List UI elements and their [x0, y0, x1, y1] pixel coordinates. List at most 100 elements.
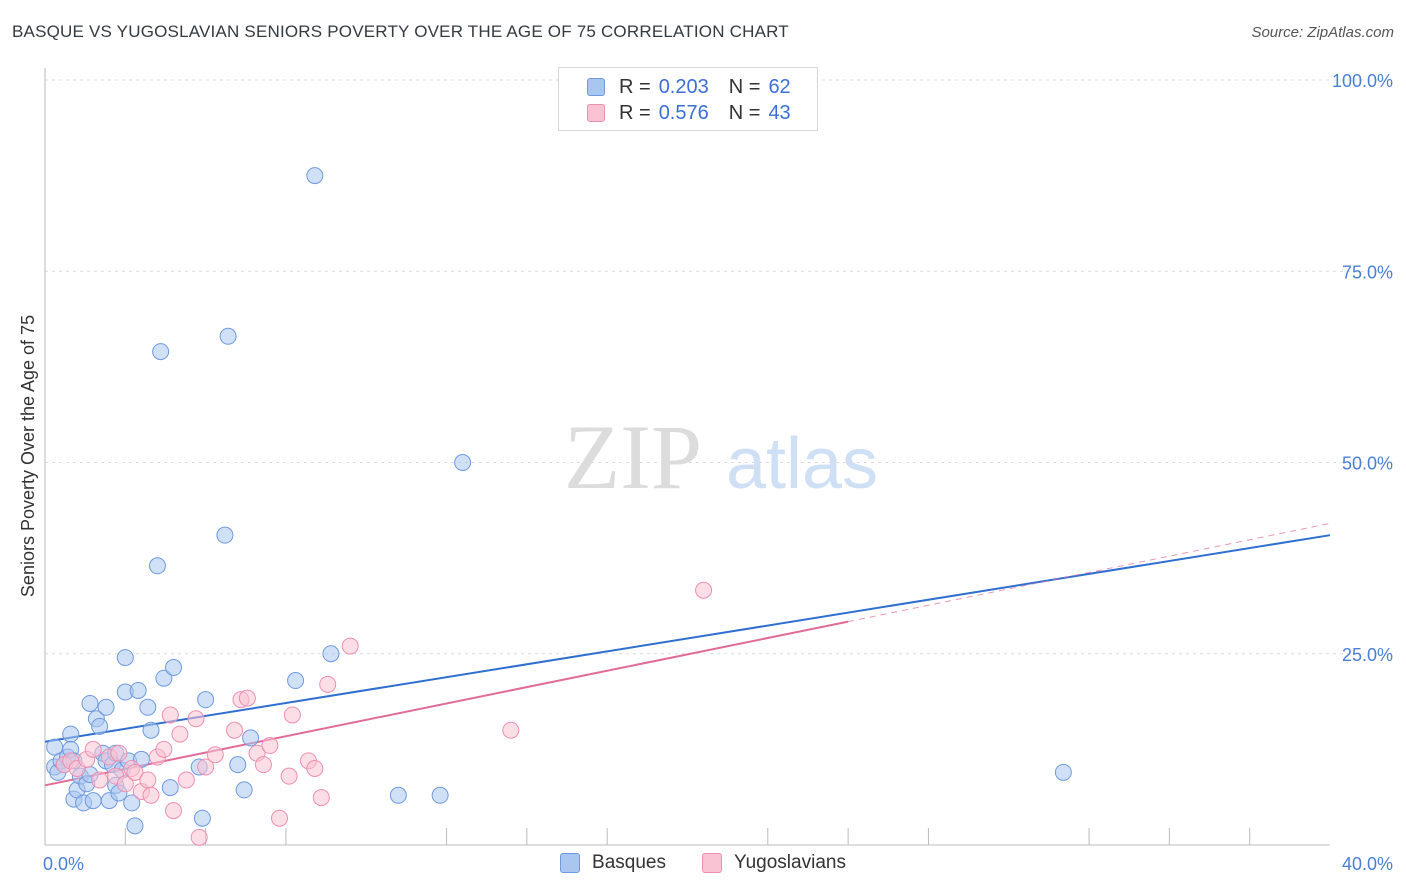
- basques-point: [62, 725, 80, 743]
- axes: [44, 68, 1330, 846]
- yugoslavians-point: [177, 771, 195, 789]
- n-label: N =: [728, 101, 761, 124]
- basques-trend-line: [44, 534, 1331, 743]
- y-tick-label: 100.0%: [1332, 71, 1393, 91]
- basques-point: [287, 672, 305, 690]
- basques-point: [142, 721, 160, 739]
- basques-point: [155, 669, 173, 687]
- basques-point: [306, 167, 324, 185]
- basques-point: [148, 557, 166, 575]
- legend-item-basques[interactable]: Basques: [560, 852, 666, 874]
- yugoslavians-point: [306, 760, 324, 777]
- basques-point: [229, 756, 247, 774]
- series-legend: Basques Yugoslavians: [0, 852, 1406, 874]
- yugoslavians-trend-extension: [848, 522, 1331, 623]
- legend-swatch-basques: [587, 78, 605, 96]
- yugoslavians-point: [238, 689, 256, 707]
- r-label: R =: [619, 75, 651, 98]
- legend-label-basques: Basques: [592, 852, 666, 873]
- yugoslavians-point: [187, 710, 205, 728]
- y-tick-label: 75.0%: [1342, 262, 1393, 282]
- data-points: [46, 167, 1072, 846]
- yugoslavians-point: [319, 675, 337, 693]
- yugoslavians-point: [280, 767, 298, 785]
- basques-point: [126, 817, 144, 835]
- yugoslavians-point: [695, 581, 713, 599]
- basques-point: [129, 681, 147, 699]
- yugoslavians-point: [206, 746, 224, 764]
- yugoslavians-point: [254, 756, 272, 774]
- basques-point: [235, 781, 253, 799]
- trend-lines: [44, 522, 1331, 787]
- y-tick-label: 50.0%: [1342, 454, 1393, 474]
- basques-point: [322, 645, 340, 663]
- basques-point: [454, 454, 472, 471]
- yugoslavians-trend-line: [44, 620, 849, 787]
- legend-swatch-yugoslavians: [701, 853, 722, 873]
- yugoslavians-point: [226, 721, 244, 739]
- r-label: R =: [619, 101, 651, 124]
- yugoslavians-point: [142, 786, 160, 804]
- basques-point: [219, 327, 237, 345]
- legend-label-yugoslavians: Yugoslavians: [733, 852, 846, 873]
- legend-item-yugoslavians[interactable]: Yugoslavians: [701, 852, 846, 874]
- legend-row-basques: R = 0.203 N = 62: [587, 75, 791, 99]
- legend-swatch-yugoslavians: [587, 104, 605, 122]
- correlation-legend: R = 0.203 N = 62 R = 0.576 N = 43: [558, 67, 818, 131]
- y-axis-label: Seniors Poverty Over the Age of 75: [18, 315, 38, 597]
- r-value: 0.203: [658, 75, 709, 98]
- n-value: 62: [768, 75, 791, 98]
- n-label: N =: [728, 75, 761, 98]
- yugoslavians-point: [91, 771, 109, 789]
- basques-point: [197, 691, 215, 709]
- basques-point: [84, 792, 102, 810]
- yugoslavians-point: [271, 809, 289, 827]
- basques-point: [123, 794, 141, 812]
- basques-point: [116, 649, 134, 667]
- basques-point: [193, 809, 211, 827]
- yugoslavians-point: [116, 775, 134, 793]
- yugoslavians-point: [283, 706, 301, 724]
- basques-point: [216, 526, 234, 544]
- yugoslavians-point: [341, 637, 359, 655]
- watermark-zip: ZIP: [564, 406, 702, 508]
- x-tick-label: 0.0%: [43, 854, 84, 874]
- basques-point: [389, 786, 407, 804]
- n-value: 43: [768, 101, 791, 124]
- yugoslavians-point: [110, 744, 128, 762]
- grid-lines: [45, 79, 1395, 655]
- yugoslavians-point: [165, 802, 182, 820]
- basques-point: [242, 729, 260, 747]
- basques-point: [139, 698, 157, 716]
- basques-point: [91, 717, 109, 735]
- source-label: Source: ZipAtlas.com: [1251, 24, 1394, 41]
- yugoslavians-point: [139, 771, 157, 789]
- watermark: ZIP atlas: [564, 406, 878, 508]
- chart-title: BASQUE VS YUGOSLAVIAN SENIORS POVERTY OV…: [12, 22, 789, 41]
- yugoslavians-point: [171, 725, 189, 743]
- basques-point: [165, 659, 182, 677]
- basques-point: [97, 698, 115, 716]
- yugoslavians-point: [312, 789, 330, 807]
- x-tick-label: 40.0%: [1342, 854, 1393, 874]
- basques-point: [152, 343, 170, 361]
- yugoslavians-point: [197, 758, 215, 776]
- yugoslavians-point: [190, 828, 208, 846]
- watermark-atlas: atlas: [726, 424, 878, 504]
- basques-point: [161, 779, 179, 797]
- yugoslavians-point: [126, 763, 144, 781]
- legend-row-yugoslavians: R = 0.576 N = 43: [587, 101, 791, 125]
- basques-point: [1054, 763, 1072, 781]
- yugoslavians-point: [261, 737, 279, 755]
- yugoslavians-point: [155, 740, 173, 758]
- yugoslavians-point: [161, 706, 179, 724]
- yugoslavians-point: [84, 740, 102, 758]
- y-tick-label: 25.0%: [1342, 645, 1393, 665]
- tick-labels: 25.0% 50.0% 75.0% 100.0% 0.0% 40.0%: [43, 71, 1393, 874]
- basques-point: [431, 786, 449, 804]
- basques-point: [81, 694, 99, 712]
- yugoslavians-point: [502, 721, 520, 739]
- r-value: 0.576: [658, 101, 709, 124]
- legend-swatch-basques: [560, 853, 581, 873]
